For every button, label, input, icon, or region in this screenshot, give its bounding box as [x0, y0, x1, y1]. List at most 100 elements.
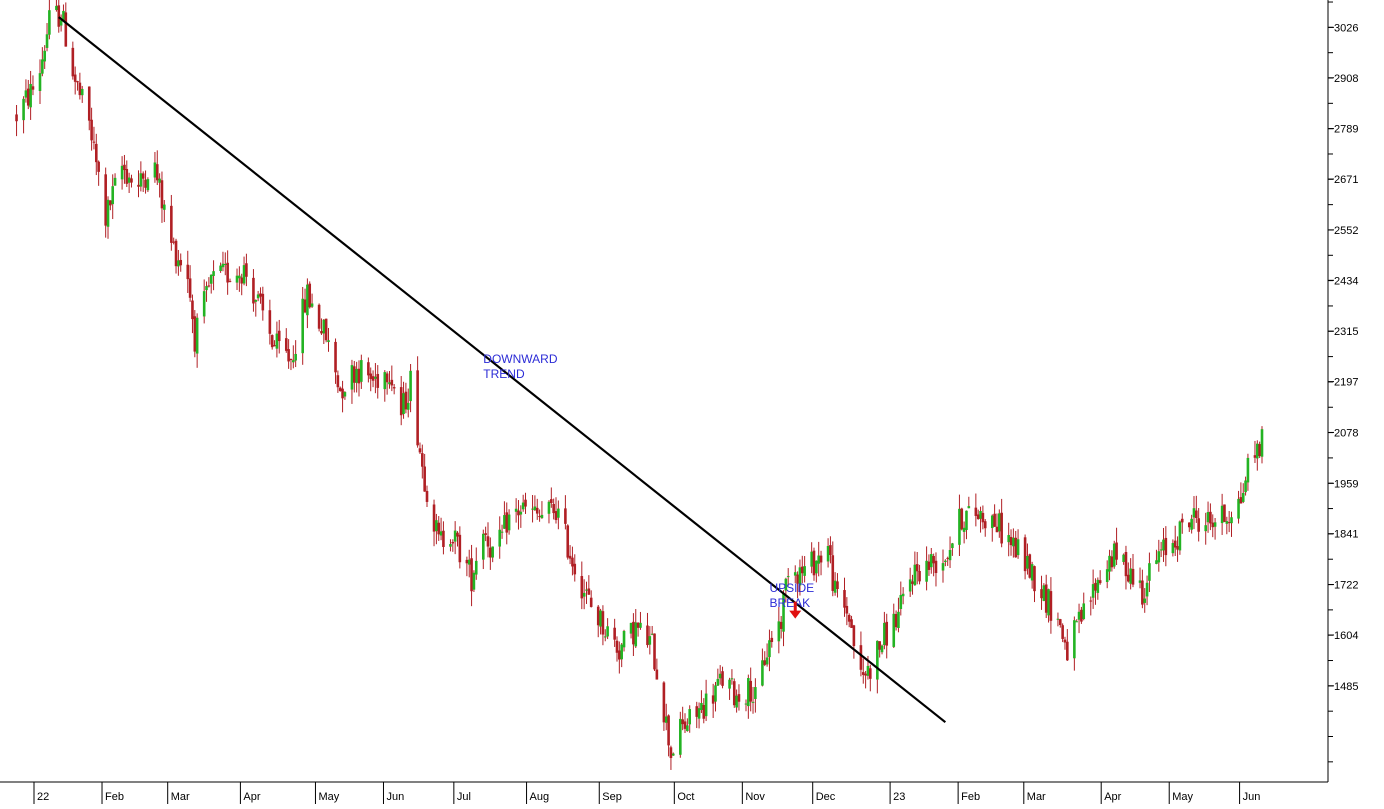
candles-layer [15, 0, 1264, 770]
candle [449, 539, 452, 552]
candle [1260, 426, 1264, 464]
candle [376, 365, 380, 399]
candle [714, 681, 717, 712]
candle [599, 608, 602, 635]
candle [470, 544, 473, 607]
candle [636, 622, 640, 637]
candle [1253, 440, 1257, 463]
candle [662, 681, 666, 731]
candle [1145, 575, 1149, 606]
candle [1246, 453, 1250, 491]
candle [226, 250, 229, 295]
candle [688, 705, 692, 733]
candle [521, 494, 525, 512]
candle [1127, 562, 1130, 583]
y-tick-label: 2434 [1334, 275, 1358, 287]
candle [843, 577, 846, 617]
candle [695, 701, 699, 729]
candle [392, 384, 396, 395]
candle [252, 269, 255, 312]
candle [1197, 508, 1200, 542]
candle [606, 618, 609, 640]
candle [803, 556, 806, 583]
candle [655, 658, 659, 680]
candle [383, 370, 387, 402]
candle [517, 500, 520, 530]
y-tick-label: 2552 [1334, 225, 1358, 237]
candle [557, 500, 560, 530]
candle [831, 541, 835, 597]
candle [1244, 476, 1247, 496]
y-tick-label: 1722 [1334, 580, 1358, 592]
candle [1023, 534, 1027, 580]
candle [981, 505, 985, 530]
candle [406, 388, 410, 418]
candle [913, 551, 917, 586]
candle [1223, 504, 1226, 523]
y-tick-label: 2789 [1334, 124, 1358, 136]
candle [465, 556, 469, 577]
candle [24, 79, 28, 103]
candle [38, 59, 42, 105]
candle [219, 262, 222, 273]
candle [1122, 553, 1125, 565]
candle [979, 506, 982, 533]
candle [275, 321, 279, 358]
candle [815, 560, 818, 583]
y-tick-label: 3026 [1334, 22, 1358, 34]
candle [195, 313, 199, 368]
candle [1173, 525, 1177, 557]
candle [885, 613, 889, 659]
candle [228, 278, 232, 283]
candle [22, 96, 25, 134]
candle [1187, 522, 1191, 532]
candle [371, 370, 375, 388]
candle [223, 252, 227, 276]
candle [1007, 522, 1010, 557]
candle [995, 513, 999, 533]
candle [317, 303, 321, 332]
candle [277, 319, 281, 354]
candle [908, 567, 912, 597]
candle [55, 0, 58, 12]
candle [711, 683, 715, 718]
candle [671, 752, 675, 756]
candle [976, 509, 980, 520]
candle [761, 648, 764, 687]
candle [1044, 574, 1048, 619]
candle [369, 367, 373, 392]
candle [927, 554, 931, 576]
candle [90, 107, 93, 151]
candle [78, 72, 82, 100]
candle [1073, 616, 1076, 671]
y-tick-label: 2078 [1334, 427, 1358, 439]
candle [425, 485, 429, 508]
candle [303, 288, 307, 314]
candle [235, 268, 239, 291]
candle [554, 497, 558, 524]
candle [639, 611, 642, 630]
candle [1028, 553, 1032, 579]
candle [498, 516, 502, 559]
candle [1014, 530, 1018, 558]
x-tick-label: Jun [1243, 791, 1261, 803]
candle [798, 559, 802, 596]
candle [113, 173, 117, 186]
candle [585, 581, 588, 604]
candle [951, 542, 954, 556]
candle [245, 253, 248, 287]
candle [71, 41, 75, 80]
candle [566, 524, 570, 560]
candle [618, 641, 621, 674]
candle [240, 273, 244, 296]
candle [704, 679, 708, 722]
candle [744, 699, 748, 712]
candle [109, 200, 112, 211]
candle [829, 536, 832, 564]
candle [505, 502, 509, 545]
candle [1000, 498, 1003, 548]
candle [1089, 596, 1093, 616]
candle [97, 160, 100, 186]
